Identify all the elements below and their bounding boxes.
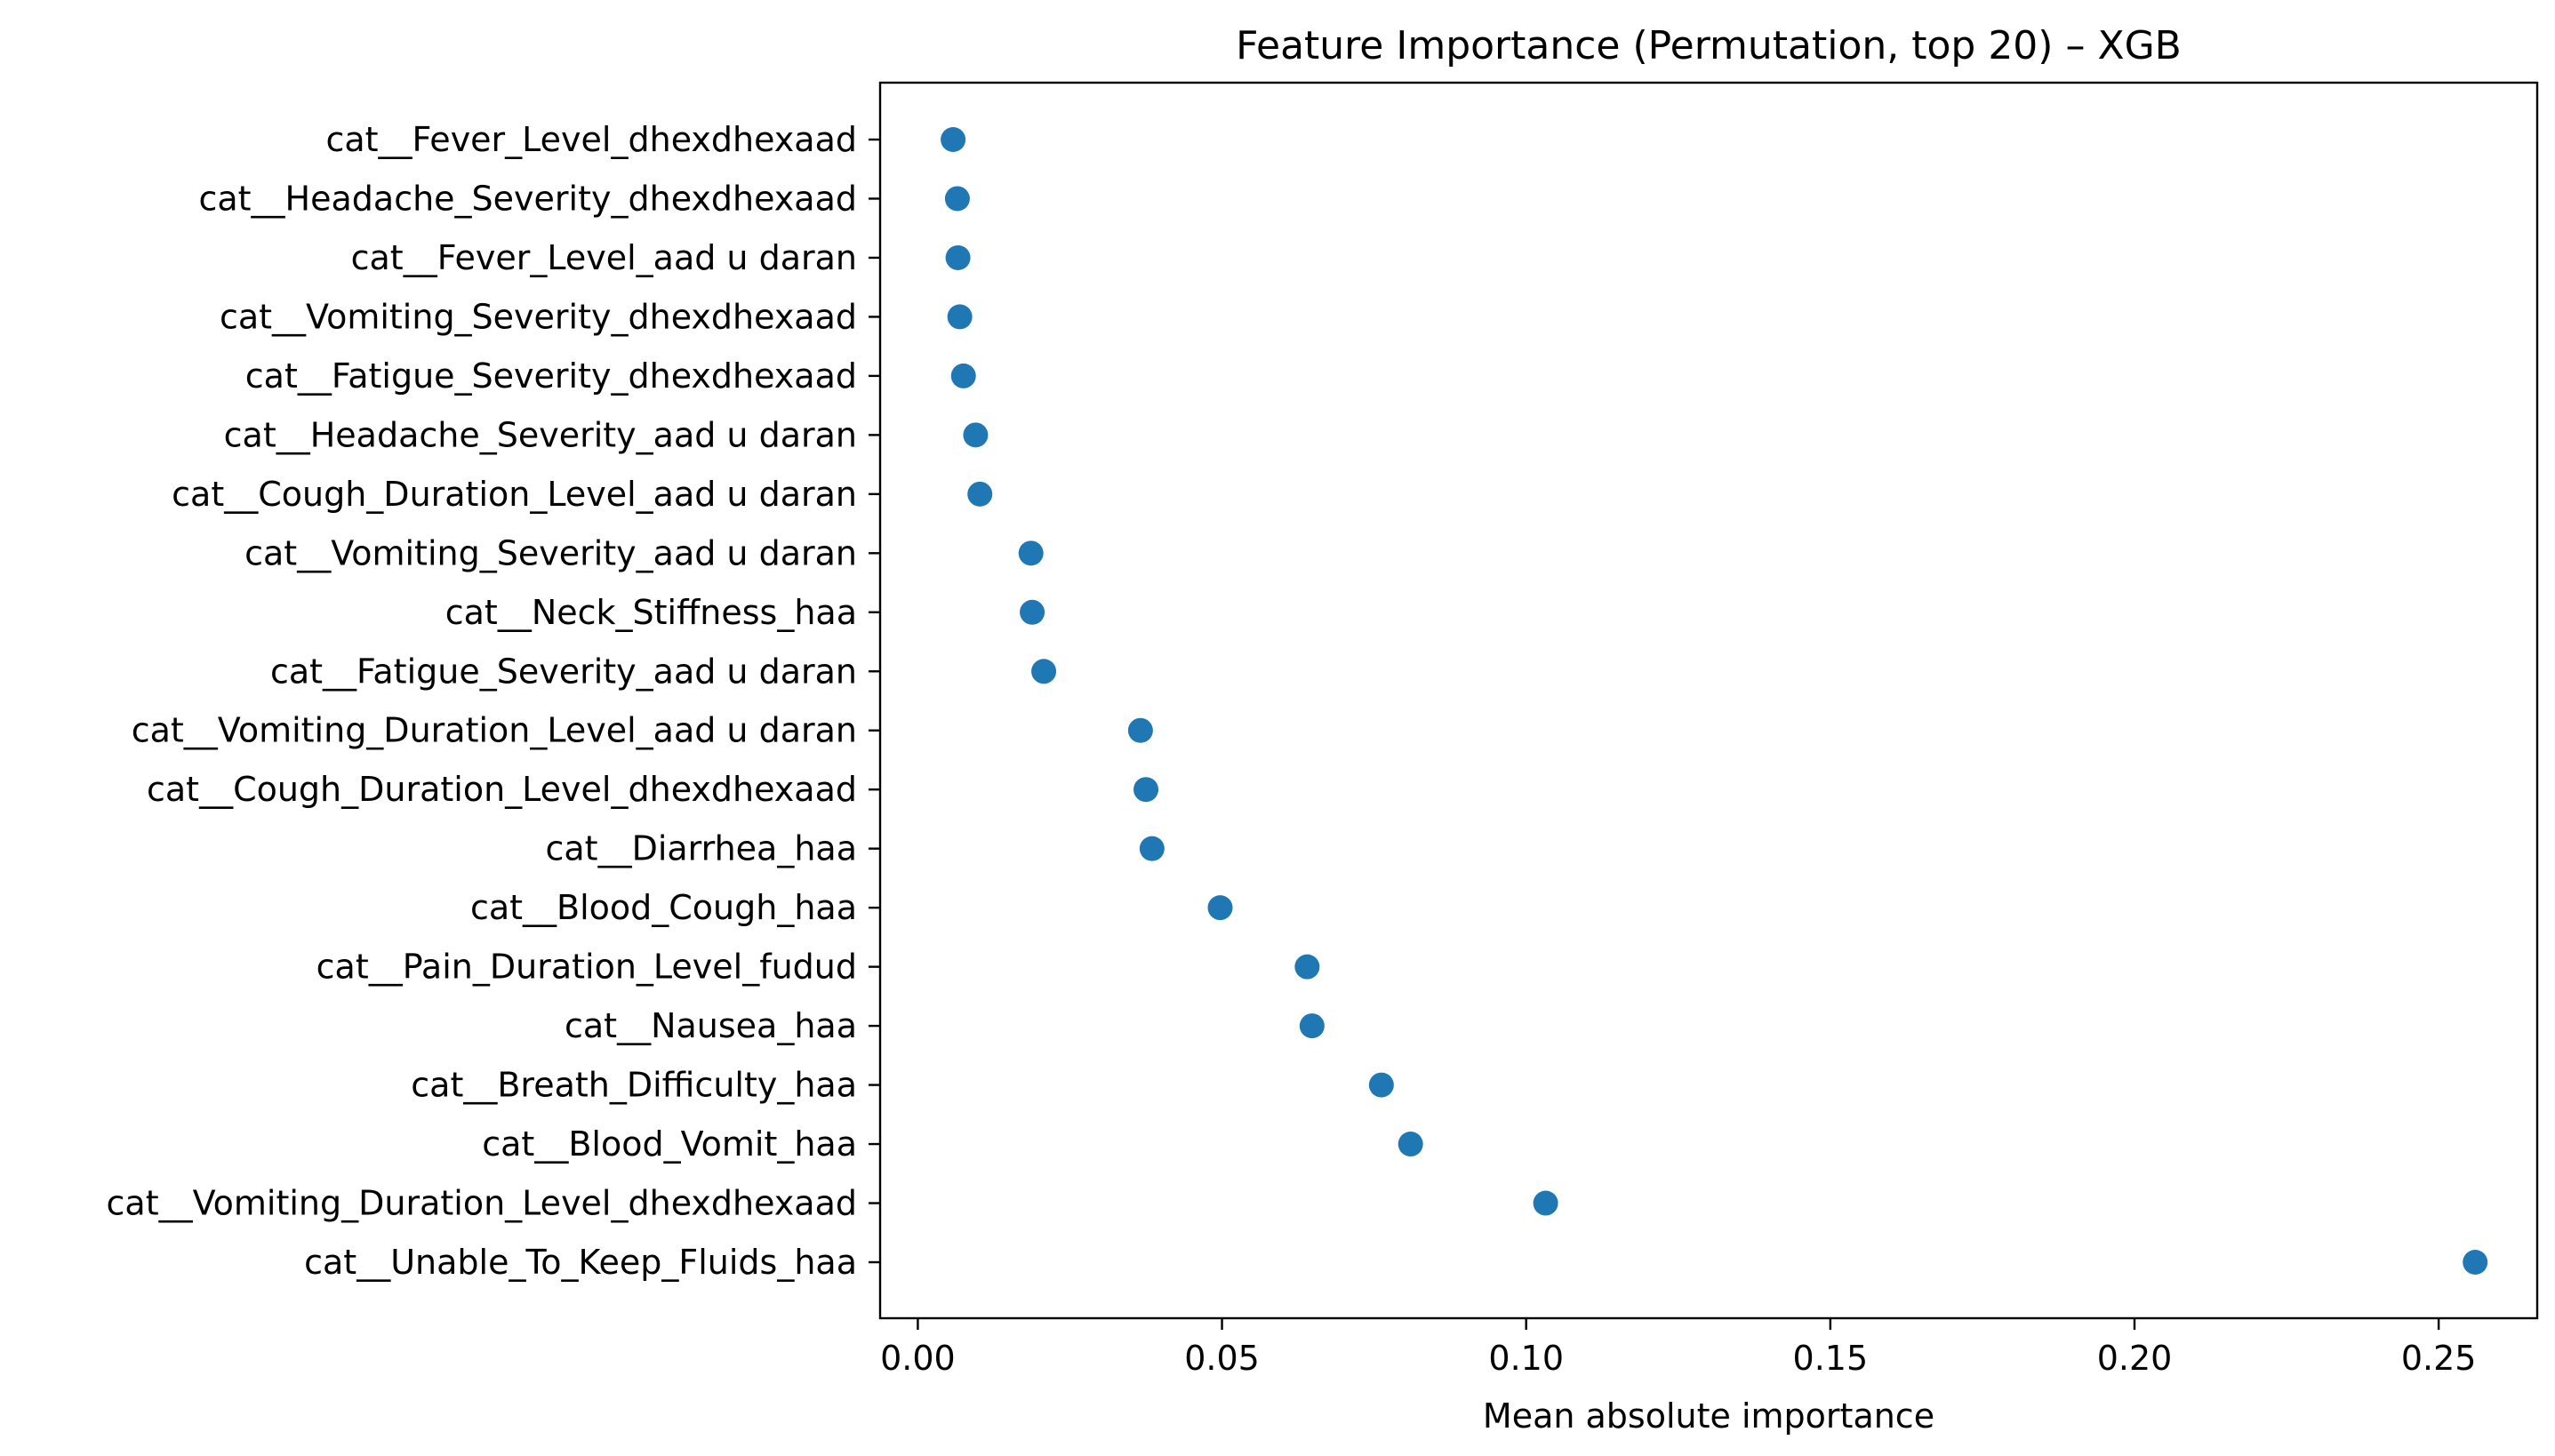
- y-tick-label: cat__Fatigue_Severity_aad u daran: [270, 652, 857, 691]
- data-point: [950, 363, 976, 388]
- y-tick-label: cat__Fever_Level_aad u daran: [351, 238, 857, 277]
- chart-title: Feature Importance (Permutation, top 20)…: [1236, 23, 2182, 68]
- data-point: [1018, 540, 1044, 566]
- data-point: [1294, 954, 1320, 980]
- data-point: [1398, 1132, 1423, 1157]
- x-tick-label: 0.00: [880, 1339, 956, 1378]
- data-point: [1133, 777, 1159, 803]
- y-tick-label: cat__Vomiting_Duration_Level_dhexdhexaad: [107, 1184, 857, 1223]
- data-point: [945, 244, 971, 270]
- plot-frame: [878, 81, 2539, 1320]
- x-tick-label: 0.05: [1184, 1339, 1260, 1378]
- y-tick-label: cat__Nausea_haa: [565, 1006, 857, 1045]
- y-tick-label: cat__Fever_Level_dhexdhexaad: [325, 120, 857, 159]
- y-tick-label: cat__Unable_To_Keep_Fluids_haa: [304, 1243, 857, 1282]
- data-point: [947, 304, 973, 330]
- data-point: [1368, 1072, 1394, 1098]
- y-tick-label: cat__Headache_Severity_aad u daran: [224, 415, 857, 454]
- data-point: [1207, 895, 1233, 921]
- y-tick-label: cat__Pain_Duration_Level_fudud: [316, 948, 857, 987]
- data-point: [1299, 1013, 1325, 1039]
- x-tick-label: 0.10: [1488, 1339, 1564, 1378]
- data-point: [941, 127, 966, 152]
- y-tick-label: cat__Headache_Severity_dhexdhexaad: [198, 179, 857, 218]
- y-tick-label: cat__Blood_Cough_haa: [470, 888, 857, 927]
- y-tick-label: cat__Vomiting_Severity_dhexdhexaad: [220, 297, 857, 336]
- x-tick-label: 0.25: [2401, 1339, 2477, 1378]
- data-point: [944, 186, 970, 212]
- y-axis: cat__Fever_Level_dhexdhexaad cat__Headach…: [107, 120, 880, 1282]
- y-tick-label: cat__Vomiting_Severity_aad u daran: [244, 533, 857, 572]
- y-tick-label: cat__Cough_Duration_Level_dhexdhexaad: [147, 770, 857, 809]
- data-point: [1139, 836, 1165, 861]
- data-point: [963, 422, 989, 448]
- data-point: [2463, 1250, 2488, 1275]
- y-tick-label: cat__Breath_Difficulty_haa: [411, 1066, 857, 1105]
- x-tick-label: 0.20: [2097, 1339, 2173, 1378]
- x-tick-label: 0.15: [1793, 1339, 1869, 1378]
- data-point: [1020, 599, 1045, 625]
- y-tick-label: cat__Blood_Vomit_haa: [482, 1124, 857, 1164]
- data-point: [1533, 1190, 1558, 1216]
- x-axis: 0.00 0.05 0.10 0.15 0.20 0.25: [880, 1318, 2476, 1378]
- y-tick-label: cat__Diarrhea_haa: [546, 829, 858, 868]
- data-point: [967, 481, 993, 507]
- y-tick-label: cat__Neck_Stiffness_haa: [445, 593, 857, 632]
- x-axis-label: Mean absolute importance: [1483, 1396, 1934, 1436]
- data-point: [1031, 659, 1057, 684]
- y-tick-label: cat__Vomiting_Duration_Level_aad u daran: [132, 711, 857, 750]
- y-tick-label: cat__Cough_Duration_Level_aad u daran: [172, 475, 857, 514]
- y-tick-label: cat__Fatigue_Severity_dhexdhexaad: [245, 356, 857, 396]
- chart-marks: [941, 127, 2488, 1275]
- data-point: [1127, 717, 1153, 743]
